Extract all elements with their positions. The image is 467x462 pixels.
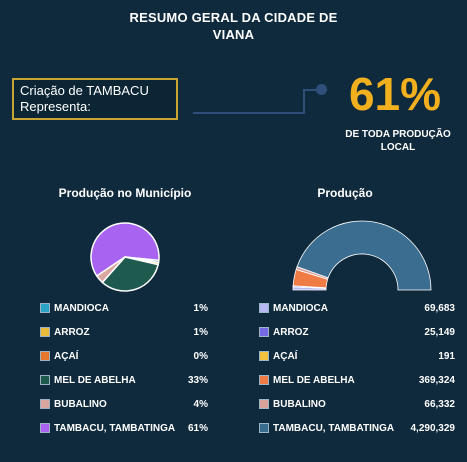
chart2-legend: MANDIOCA 69,683 ARROZ 25,149 AÇAÍ 191 MEL DE A… — [259, 296, 455, 440]
callout-line2: Representa: — [20, 99, 91, 114]
chart2-legend-label: MEL DE ABELHA — [273, 374, 355, 386]
pie-slice-bubalino[interactable] — [95, 256, 126, 284]
chart1-legend-swatch — [40, 399, 50, 409]
chart1-legend-item: MANDIOCA 1% — [40, 296, 208, 320]
chart1-legend-value: 4% — [193, 398, 208, 410]
chart1-legend-value: 33% — [187, 374, 208, 386]
chart2-legend-label: ARROZ — [273, 326, 309, 338]
chart2-legend-item: ARROZ 25,149 — [259, 320, 455, 344]
chart2-legend-label: BUBALINO — [273, 398, 326, 410]
chart2-legend-item: TAMBACU, TAMBATINGA 4,290,329 — [259, 416, 455, 440]
chart1-legend-item: ARROZ 1% — [40, 320, 208, 344]
pie-slice-tambacu-tambatinga[interactable] — [90, 222, 160, 278]
chart2-legend-value: 369,324 — [418, 374, 455, 386]
highlight-percent: 61% — [348, 68, 442, 120]
chart2-legend-value: 4,290,329 — [410, 422, 456, 434]
chart2-legend-item: MEL DE ABELHA 369,324 — [259, 368, 455, 392]
chart1-legend-item: MEL DE ABELHA 33% — [40, 368, 208, 392]
page-title: RESUMO GERAL DA CIDADE DE VIANA — [0, 9, 467, 43]
highlight-caption: DE TODA PRODUÇÃO LOCAL — [333, 128, 463, 154]
chart2-legend-label: MANDIOCA — [273, 302, 328, 314]
callout-line1: Criação de TAMBACU — [20, 83, 149, 98]
chart1-legend-label: MEL DE ABELHA — [54, 374, 136, 386]
connector-line-end — [303, 89, 321, 91]
chart2-legend-swatch — [259, 303, 269, 313]
chart1-legend-item: BUBALINO 4% — [40, 392, 208, 416]
page-title-line2: VIANA — [212, 27, 255, 42]
chart2-legend-item: MANDIOCA 69,683 — [259, 296, 455, 320]
chart1-legend: MANDIOCA 1% ARROZ 1% AÇAÍ 0% MEL DE ABELHA 33% B… — [40, 296, 208, 440]
chart1-legend-value: 1% — [193, 302, 208, 314]
chart2-legend-item: AÇAÍ 191 — [259, 344, 455, 368]
chart1-legend-label: MANDIOCA — [54, 302, 109, 314]
chart2-legend-value: 66,332 — [424, 398, 455, 410]
chart1-legend-item: AÇAÍ 0% — [40, 344, 208, 368]
chart1-legend-label: BUBALINO — [54, 398, 107, 410]
chart2-legend-value: 191 — [438, 350, 455, 362]
highlight-caption-line1: DE TODA PRODUÇÃO — [345, 129, 451, 140]
chart1-legend-swatch — [40, 375, 50, 385]
chart2-legend-swatch — [259, 351, 269, 361]
semi-donut-chart — [292, 220, 432, 291]
page-title-line1: RESUMO GERAL DA CIDADE DE — [129, 10, 338, 25]
chart2-legend-swatch — [259, 399, 269, 409]
connector-line-vertical — [303, 90, 305, 114]
chart2-legend-swatch — [259, 327, 269, 337]
chart1-legend-swatch — [40, 327, 50, 337]
chart2-legend-swatch — [259, 375, 269, 385]
chart2-legend-label: TAMBACU, TAMBATINGA — [273, 422, 395, 434]
chart2-legend-label: AÇAÍ — [273, 350, 298, 362]
connector-line — [193, 112, 303, 114]
chart1-legend-label: AÇAÍ — [54, 350, 79, 362]
chart2-legend-value: 69,683 — [424, 302, 455, 314]
chart1-legend-swatch — [40, 351, 50, 361]
chart2-legend-value: 25,149 — [424, 326, 455, 338]
pie-chart — [90, 222, 160, 292]
pie-slice-mel-de-abelha[interactable] — [101, 256, 160, 292]
chart1-legend-label: TAMBACU, TAMBATINGA — [54, 422, 176, 434]
chart2-legend-item: BUBALINO 66,332 — [259, 392, 455, 416]
chart1-legend-item: TAMBACU, TAMBATINGA 61% — [40, 416, 208, 440]
chart2-title: Produção — [317, 186, 373, 200]
chart1-legend-value: 0% — [193, 350, 208, 362]
chart1-legend-value: 61% — [187, 422, 208, 434]
donut-slice-tambacu-tambatinga[interactable] — [296, 220, 432, 291]
callout-box: Criação de TAMBACU Representa: — [12, 78, 178, 120]
chart2-legend-swatch — [259, 423, 269, 433]
chart1-title: Produção no Município — [58, 186, 192, 200]
chart1-legend-label: ARROZ — [54, 326, 90, 338]
chart1-legend-value: 1% — [193, 326, 208, 338]
chart1-legend-swatch — [40, 303, 50, 313]
highlight-caption-line2: LOCAL — [380, 142, 416, 153]
chart1-legend-swatch — [40, 423, 50, 433]
connector-dot — [316, 84, 327, 95]
